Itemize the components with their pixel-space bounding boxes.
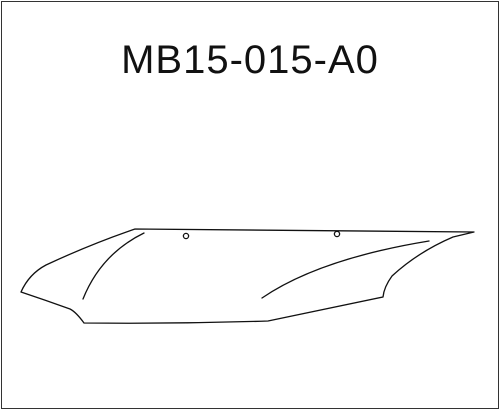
mounting-hole-right <box>333 230 341 238</box>
right-contour-line <box>261 240 430 299</box>
part-code-title: MB15-015-A0 <box>121 38 379 82</box>
mounting-hole-left <box>182 232 190 240</box>
deflector-outline <box>20 228 475 324</box>
left-contour-line <box>82 232 145 300</box>
